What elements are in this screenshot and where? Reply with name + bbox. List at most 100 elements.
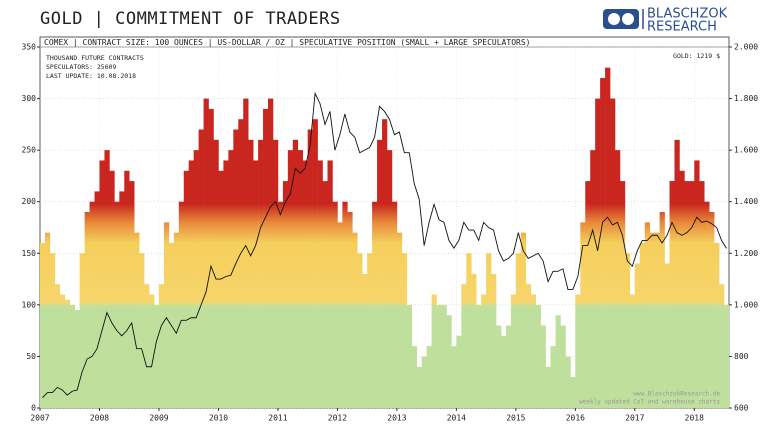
x-tick-label: 2007	[30, 414, 49, 423]
y2-tick-label: 600	[734, 404, 749, 413]
y-tick-label: 200	[22, 197, 37, 206]
y2-tick-label: 2.000	[734, 43, 758, 52]
x-tick-label: 2014	[447, 414, 466, 423]
y-tick-label: 100	[22, 300, 37, 309]
annotation: THOUSAND FUTURE CONTRACTS	[46, 54, 144, 62]
bar	[158, 284, 165, 408]
bar	[595, 98, 601, 409]
bar	[282, 181, 289, 408]
bar	[218, 170, 224, 408]
bar	[456, 335, 462, 408]
bar	[258, 139, 264, 409]
bar	[520, 232, 527, 408]
bar	[724, 304, 730, 408]
bar	[505, 325, 512, 408]
bar	[590, 150, 596, 408]
bar	[555, 315, 561, 408]
bar	[64, 299, 71, 408]
brand: RESEARCH	[647, 20, 717, 35]
bar	[124, 170, 130, 408]
bar	[44, 232, 51, 408]
bar	[94, 191, 100, 408]
bar	[312, 119, 318, 408]
bar	[476, 304, 482, 408]
bar	[535, 304, 541, 408]
bar	[500, 335, 507, 408]
bar	[134, 232, 140, 408]
bar	[411, 346, 418, 408]
bar	[679, 170, 685, 408]
bar	[332, 201, 338, 408]
y-tick-label: 0	[31, 404, 36, 413]
bar	[99, 160, 105, 408]
x-tick-label: 2013	[387, 414, 406, 423]
bar	[406, 304, 413, 408]
x-tick-label: 2017	[625, 414, 644, 423]
bar	[228, 150, 234, 408]
bar	[684, 181, 690, 408]
bar	[605, 67, 611, 408]
x-tick-label: 2009	[149, 414, 168, 423]
bar	[198, 129, 204, 408]
bar	[149, 294, 155, 408]
bar	[659, 212, 665, 408]
bar	[674, 139, 680, 409]
annotation: SPECULATORS: 25609	[46, 63, 117, 71]
bar	[322, 181, 328, 408]
bar	[372, 201, 378, 408]
bar	[362, 273, 368, 408]
y2-tick-label: 1.600	[734, 146, 758, 155]
y2-tick-label: 1.200	[734, 249, 758, 258]
bar	[600, 77, 606, 408]
logo-icon	[622, 13, 634, 25]
bar	[714, 242, 720, 408]
bar	[391, 201, 398, 408]
bar	[664, 263, 670, 408]
x-tick-label: 2015	[506, 414, 525, 423]
bar	[109, 170, 115, 408]
bar	[649, 232, 655, 408]
bar	[565, 356, 571, 408]
bar	[263, 108, 269, 408]
bar	[272, 139, 279, 409]
bar	[119, 191, 125, 408]
bar	[302, 160, 308, 408]
bar	[441, 304, 447, 408]
bar	[416, 366, 422, 408]
bar	[377, 139, 383, 409]
bar	[327, 160, 333, 408]
bar	[486, 253, 492, 408]
bar	[129, 181, 135, 408]
y-tick-label: 150	[22, 249, 37, 258]
bar	[40, 242, 46, 408]
bar	[89, 201, 95, 408]
bar	[699, 181, 705, 408]
bar	[669, 181, 675, 408]
bar	[382, 119, 388, 408]
bar	[580, 222, 586, 408]
y2-tick-label: 800	[734, 352, 749, 361]
x-tick-label: 2008	[90, 414, 109, 423]
bar	[367, 253, 373, 408]
bar	[144, 284, 150, 408]
bar	[233, 129, 239, 408]
bar	[49, 253, 56, 408]
bar	[461, 284, 467, 408]
bar	[421, 356, 427, 408]
bar	[297, 150, 304, 408]
bar	[466, 253, 472, 408]
bar	[654, 232, 660, 408]
bar	[530, 294, 536, 408]
bar	[139, 253, 145, 408]
y-tick-label: 250	[22, 146, 37, 155]
bar	[69, 304, 75, 408]
bar	[193, 150, 199, 408]
bar	[446, 315, 452, 408]
bar	[268, 98, 274, 409]
bar	[347, 212, 353, 408]
bar	[208, 108, 214, 408]
bar	[178, 201, 185, 408]
bar	[223, 160, 229, 408]
bar	[719, 284, 725, 408]
